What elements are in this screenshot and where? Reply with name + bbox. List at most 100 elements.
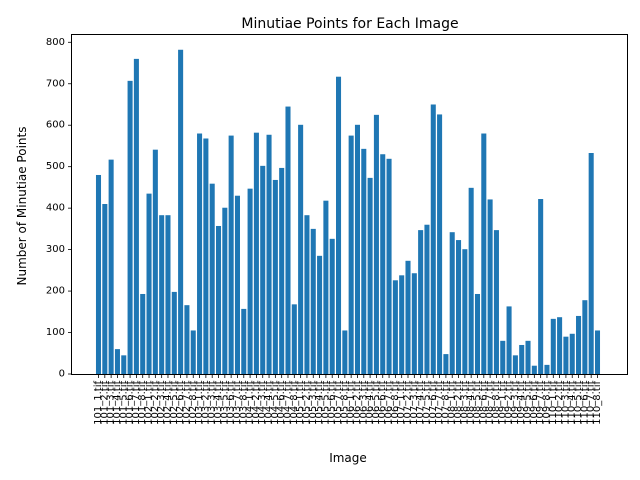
x-tick-label: 102_7.tif: [181, 381, 192, 425]
bar: [557, 317, 563, 374]
bar: [266, 134, 272, 374]
bar: [184, 305, 190, 374]
x-tick-label: 104_8.tif: [289, 381, 300, 425]
x-tick-label: 108_8.tif: [491, 381, 502, 425]
bar: [127, 80, 133, 374]
bar: [291, 304, 297, 374]
bar: [506, 306, 512, 374]
x-ticks-group: 101_1.tif101_2.tif101_3.tif101_4.tif101_…: [93, 374, 603, 425]
bar: [323, 200, 329, 374]
x-tick-label: 102_6.tif: [175, 381, 186, 425]
bar: [260, 165, 266, 374]
bar: [474, 293, 481, 374]
bar: [588, 153, 594, 374]
x-tick-label: 109_3.tif: [510, 381, 521, 425]
plot-area-frame: [71, 34, 628, 375]
x-tick-label: 110_8.tif: [592, 381, 603, 425]
x-tick-label: 107_5.tif: [421, 381, 432, 425]
bar: [525, 340, 531, 374]
bar: [310, 228, 316, 374]
x-tick-label: 104_6.tif: [276, 381, 287, 425]
x-tick-label: 105_8.tif: [339, 381, 350, 425]
x-tick-label: 101_1.tif: [93, 381, 104, 425]
bars-group: [95, 49, 601, 375]
bar: [203, 138, 209, 374]
x-tick-label: 106_4.tif: [365, 381, 376, 425]
x-tick-label: 105_3.tif: [308, 381, 319, 425]
x-tick-label: 110_7.tif: [586, 381, 597, 425]
bar: [481, 133, 487, 374]
bar: [336, 76, 342, 375]
x-tick-label: 105_7.tif: [333, 381, 344, 425]
bar: [399, 275, 405, 374]
bar: [512, 355, 518, 374]
x-tick-label: 103_3.tif: [207, 381, 218, 425]
bar: [190, 330, 196, 374]
x-tick-label: 104_3.tif: [257, 381, 268, 425]
bar: [493, 230, 499, 374]
bar: [405, 260, 411, 374]
bar: [247, 188, 253, 374]
bar: [354, 124, 360, 374]
x-tick-label: 101_8.tif: [137, 381, 148, 425]
x-tick-label: 107_2.tif: [403, 381, 414, 425]
x-tick-label: 102_1.tif: [144, 381, 155, 425]
x-tick-label: 102_5.tif: [169, 381, 180, 425]
x-tick-label: 107_4.tif: [415, 381, 426, 425]
x-tick-label: 109_5.tif: [523, 381, 534, 425]
x-tick-label: 108_1.tif: [447, 381, 458, 425]
x-tick-label: 103_4.tif: [213, 381, 224, 425]
y-tick-label: 600: [46, 120, 65, 131]
x-tick-label: 106_1.tif: [346, 381, 357, 425]
x-tick-label: 110_2.tif: [554, 381, 565, 425]
y-axis-label: Number of Minutiae Points: [15, 127, 29, 286]
x-tick-label: 104_5.tif: [270, 381, 281, 425]
bar: [550, 318, 556, 374]
bar: [538, 199, 544, 374]
bar: [165, 215, 171, 374]
bar: [361, 148, 367, 374]
x-tick-label: 101_5.tif: [118, 381, 129, 425]
bar: [576, 315, 582, 374]
bar: [102, 204, 108, 374]
x-axis-label: Image: [329, 451, 367, 465]
bar: [178, 49, 184, 374]
chart-title: Minutiae Points for Each Image: [241, 16, 458, 32]
x-tick-label: 105_2.tif: [301, 381, 312, 425]
bar: [140, 293, 146, 374]
x-tick-label: 108_3.tif: [459, 381, 470, 425]
bar: [241, 308, 247, 374]
bar: [424, 224, 430, 374]
bar: [329, 238, 335, 374]
x-tick-label: 109_8.tif: [541, 381, 552, 425]
x-tick-label: 110_5.tif: [573, 381, 584, 425]
x-tick-label: 103_8.tif: [238, 381, 249, 425]
x-tick-label: 103_6.tif: [226, 381, 237, 425]
x-tick-label: 102_2.tif: [150, 381, 161, 425]
bar: [298, 124, 304, 374]
x-tick-label: 108_2.tif: [453, 381, 464, 425]
x-tick-label: 109_2.tif: [504, 381, 515, 425]
bar: [253, 132, 259, 374]
bar: [519, 344, 525, 374]
bar: [197, 133, 203, 374]
x-tick-label: 106_2.tif: [352, 381, 363, 425]
y-ticks-group: 0 100 200 300 400 500 600 700 800: [46, 37, 72, 380]
bar: [418, 230, 424, 374]
x-tick-label: 102_3.tif: [156, 381, 167, 425]
bar: [222, 207, 228, 374]
y-tick-label: 700: [46, 78, 65, 89]
bar: [228, 135, 234, 374]
x-tick-label: 109_6.tif: [529, 381, 540, 425]
x-tick-label: 101_3.tif: [106, 381, 117, 425]
bar: [285, 106, 291, 374]
y-tick-label: 300: [46, 244, 65, 255]
y-tick-label: 100: [46, 327, 65, 338]
x-tick-label: 104_1.tif: [245, 381, 256, 425]
bar: [411, 273, 417, 374]
y-tick-label: 400: [46, 203, 65, 214]
x-tick-label: 109_4.tif: [516, 381, 527, 425]
bar: [392, 280, 398, 374]
bar: [114, 349, 120, 374]
bar: [152, 149, 158, 374]
